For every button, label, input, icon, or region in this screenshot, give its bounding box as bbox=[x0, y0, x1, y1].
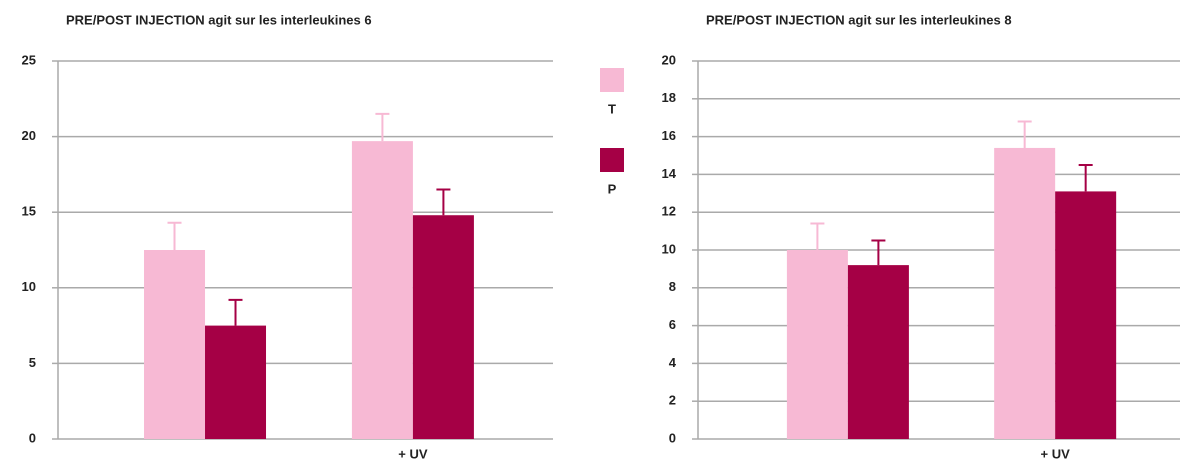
bar bbox=[144, 250, 206, 439]
bar bbox=[994, 147, 1056, 439]
x-tick-label: + UV bbox=[1041, 446, 1071, 461]
chart-title: PRE/POST INJECTION agit sur les interleu… bbox=[66, 12, 372, 27]
y-tick-label: 25 bbox=[22, 52, 36, 67]
error-bar bbox=[375, 112, 390, 142]
bar bbox=[412, 215, 474, 439]
bar bbox=[205, 325, 267, 439]
error-bar bbox=[1078, 163, 1093, 192]
x-tick-label: + UV bbox=[398, 446, 428, 461]
y-tick-label: 4 bbox=[669, 355, 677, 370]
bar bbox=[847, 265, 909, 439]
y-tick-label: 10 bbox=[662, 241, 676, 256]
y-tick-label: 12 bbox=[662, 204, 676, 219]
y-tick-label: 2 bbox=[669, 393, 676, 408]
y-tick-label: 8 bbox=[669, 279, 676, 294]
chart-title: PRE/POST INJECTION agit sur les interleu… bbox=[706, 12, 1012, 27]
y-tick-label: 5 bbox=[29, 355, 36, 370]
bar bbox=[786, 250, 848, 439]
y-tick-label: 10 bbox=[22, 279, 36, 294]
y-tick-label: 14 bbox=[662, 166, 677, 181]
y-tick-label: 16 bbox=[662, 128, 676, 143]
error-bar bbox=[167, 221, 182, 250]
legend-label: T bbox=[608, 101, 616, 116]
legend-swatch bbox=[600, 68, 624, 92]
error-bar bbox=[436, 188, 451, 216]
legend-label: P bbox=[608, 181, 617, 196]
y-tick-label: 15 bbox=[22, 204, 36, 219]
y-tick-label: 20 bbox=[662, 52, 676, 67]
error-bar bbox=[228, 298, 243, 326]
y-tick-label: 18 bbox=[662, 90, 676, 105]
error-bar bbox=[810, 222, 825, 250]
y-tick-label: 0 bbox=[29, 430, 36, 445]
bar bbox=[351, 141, 413, 440]
y-tick-label: 0 bbox=[669, 430, 676, 445]
error-bar bbox=[1017, 120, 1032, 148]
legend-swatch bbox=[600, 148, 624, 172]
error-bar bbox=[871, 239, 886, 266]
y-tick-label: 20 bbox=[22, 128, 36, 143]
y-tick-label: 6 bbox=[669, 317, 676, 332]
bar bbox=[1055, 191, 1117, 439]
